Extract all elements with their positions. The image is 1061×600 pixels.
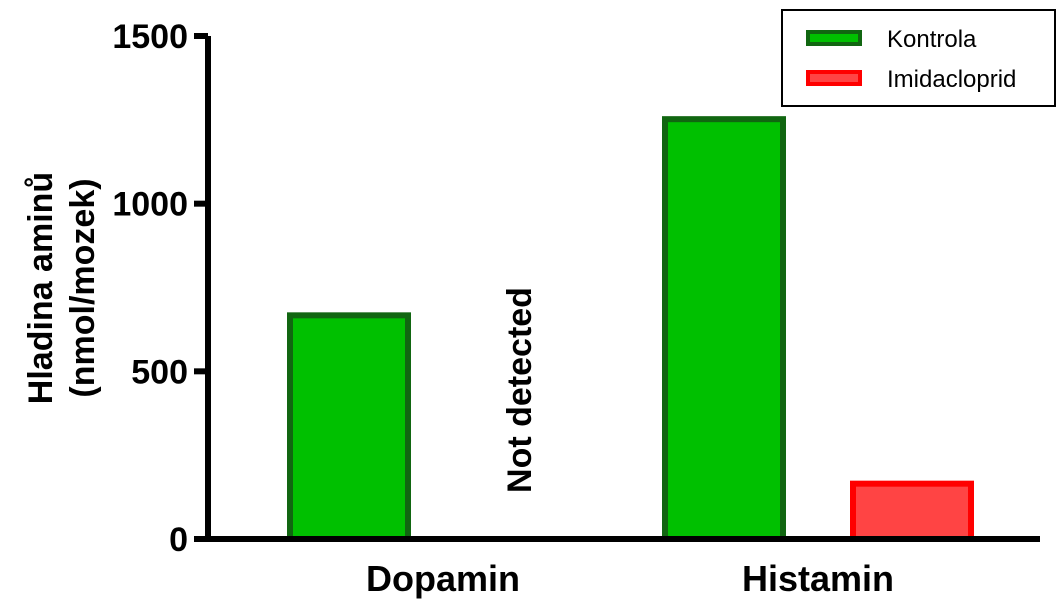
y-tick-label: 1500	[112, 18, 188, 56]
legend-label-kontrola: Kontrola	[887, 26, 977, 53]
x-category-labels: Dopamin Histamin	[366, 558, 894, 599]
bars-layer	[287, 116, 974, 543]
y-tick-label: 1000	[112, 186, 188, 224]
bar-imidacloprid-histamin	[850, 480, 974, 543]
y-tick-label: 500	[131, 353, 188, 391]
y-tick-label: 0	[169, 521, 188, 559]
legend-label-imidacloprid: Imidacloprid	[887, 66, 1016, 93]
y-ticks: 0 500 1000 1500	[112, 18, 208, 559]
legend: Kontrola Imidacloprid	[781, 9, 1056, 107]
y-axis-title-line: (nmol/mozek)	[64, 178, 102, 397]
y-axis-title: Hladina aminů (nmol/mozek)	[22, 172, 102, 404]
annotations: Not detected	[501, 287, 539, 493]
bar-kontrola-histamin	[662, 116, 786, 543]
axes-layer	[205, 36, 1040, 542]
legend-swatch-imidacloprid	[806, 70, 862, 86]
x-category-label: Dopamin	[366, 558, 520, 599]
bar-kontrola-dopamin	[287, 312, 411, 542]
y-axis-title-line: Hladina aminů	[22, 172, 60, 404]
legend-swatch-kontrola	[806, 30, 862, 46]
x-category-label: Histamin	[742, 558, 894, 599]
not-detected-annotation: Not detected	[501, 287, 539, 493]
legend-box	[781, 9, 1056, 107]
